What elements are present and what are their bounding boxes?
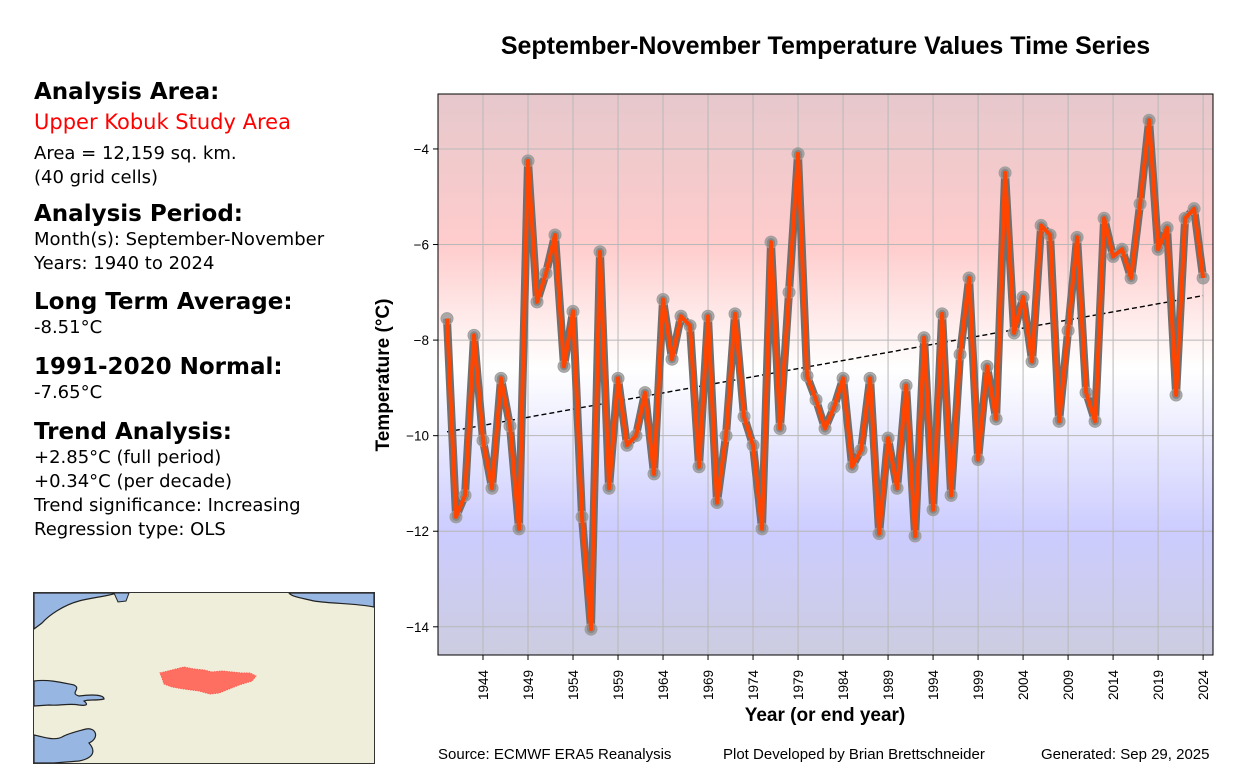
grid-lines [438, 94, 1213, 655]
map-water-southwest [34, 728, 97, 763]
map-water-northeast [288, 593, 374, 608]
map-svg [34, 593, 374, 763]
x-tick-label: 1944 [476, 669, 491, 700]
trend-analysis-heading: Trend Analysis: [34, 419, 232, 445]
study-area-name: Upper Kobuk Study Area [34, 110, 291, 134]
x-tick-label: 1949 [521, 670, 536, 700]
x-tick-label: 1974 [746, 669, 761, 700]
y-tick-label: −4 [414, 142, 430, 157]
analysis-period-heading: Analysis Period: [34, 201, 243, 227]
x-tick-label: 1994 [926, 669, 941, 700]
trend-significance: Trend significance: Increasing [34, 495, 301, 516]
x-tick-label: 2004 [1016, 669, 1031, 700]
trend-line-group [446, 294, 1204, 433]
x-tick-label: 2024 [1196, 669, 1211, 700]
map-water-northwest [34, 593, 118, 630]
y-tick-label: −12 [406, 524, 429, 539]
temperature-series [440, 113, 1210, 636]
x-tick-label: 2014 [1106, 669, 1121, 700]
y-axis-label: Temperature (°C) [373, 299, 394, 452]
series-line [445, 118, 1206, 632]
trend-line [446, 294, 1204, 433]
x-tick-label: 1989 [881, 670, 896, 700]
normal-value: -7.65°C [34, 382, 103, 403]
footer-author: Plot Developed by Brian Brettschneider [723, 746, 985, 763]
footer-generated: Generated: Sep 29, 2025 [1041, 746, 1210, 763]
y-tick-label: −8 [414, 333, 429, 348]
footer-source: Source: ECMWF ERA5 Reanalysis [438, 746, 672, 763]
temperature-chart: 1944 1949 1954 1959 1964 1969 1974 1979 1984 1989… [373, 93, 1214, 726]
area-size: Area = 12,159 sq. km. [34, 143, 237, 164]
trend-per-decade: +0.34°C (per decade) [34, 471, 233, 492]
y-tick-label: −10 [406, 429, 429, 444]
x-tick-label: 1964 [656, 669, 671, 700]
trend-full-period: +2.85°C (full period) [34, 447, 222, 468]
x-tick-label: 1979 [791, 670, 806, 700]
y-axis-ticks: −14 −12 −10 −8 −6 −4 [406, 142, 438, 635]
x-tick-label: 1959 [611, 670, 626, 700]
map-water-north-islet [113, 593, 130, 603]
y-tick-label: −14 [406, 620, 429, 635]
x-tick-label: 2009 [1061, 670, 1076, 700]
study-area-map [33, 592, 375, 764]
normal-heading: 1991-2020 Normal: [34, 354, 283, 380]
grid-cells: (40 grid cells) [34, 167, 158, 188]
info-panel: Analysis Area: Upper Kobuk Study Area Ar… [34, 78, 394, 542]
plot-frame [437, 93, 1214, 656]
x-tick-label: 1969 [701, 670, 716, 700]
x-tick-label: 2019 [1151, 670, 1166, 700]
x-tick-label: 1984 [836, 669, 851, 700]
x-axis-label: Year (or end year) [745, 705, 906, 726]
map-water-west-sound [34, 679, 105, 707]
x-axis-ticks: 1944 1949 1954 1959 1964 1969 1974 1979 1984 1989… [476, 655, 1211, 700]
chart-title: September-November Temperature Values Ti… [500, 32, 1151, 60]
analysis-area-heading: Analysis Area: [34, 79, 220, 105]
y-tick-label: −6 [414, 238, 429, 253]
analysis-years: Years: 1940 to 2024 [34, 253, 215, 274]
x-tick-label: 1999 [971, 670, 986, 700]
map-study-area [159, 666, 257, 695]
x-tick-label: 1954 [566, 669, 581, 700]
regression-type: Regression type: OLS [34, 519, 226, 540]
long-term-average-heading: Long Term Average: [34, 289, 293, 315]
long-term-average-value: -8.51°C [34, 317, 103, 338]
analysis-months: Month(s): September-November [34, 229, 325, 250]
